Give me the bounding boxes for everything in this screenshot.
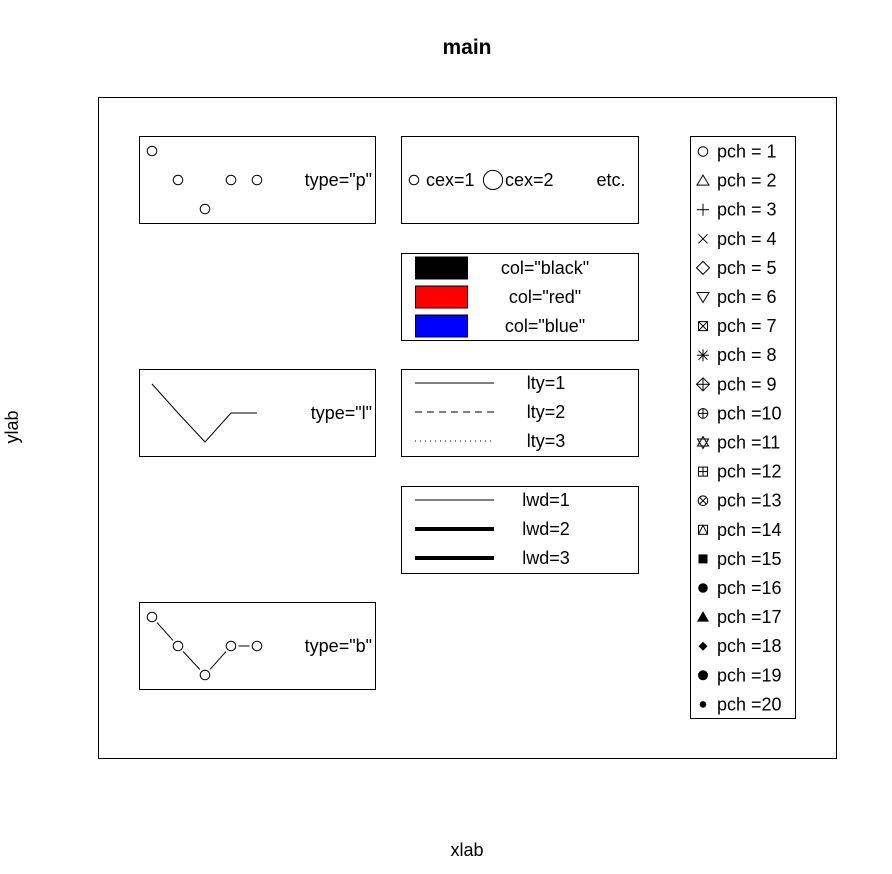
type-panel-box — [139, 369, 376, 457]
type-panel-label: type="l" — [311, 403, 372, 423]
col-swatch-0 — [415, 256, 468, 280]
pch-7-symbol — [698, 321, 708, 332]
type-b-segment — [182, 651, 201, 670]
pch-label: pch = 4 — [717, 229, 777, 249]
pch-4-symbol — [698, 233, 708, 244]
type-panel-label: type="b" — [305, 636, 372, 656]
x-axis-label: xlab — [450, 840, 483, 860]
pch-label: pch = 7 — [717, 316, 777, 336]
pch-label: pch = 2 — [717, 171, 777, 191]
type-b-point — [199, 669, 211, 681]
pch-label: pch =19 — [717, 665, 782, 685]
lwd-label: lwd=2 — [522, 519, 570, 539]
pch-panel-box — [690, 136, 796, 719]
pch-11-symbol — [696, 435, 710, 450]
pch-16-symbol — [698, 583, 708, 593]
pch-3-symbol — [697, 203, 709, 216]
cex-2-symbol — [482, 169, 504, 191]
pch-17-symbol — [697, 611, 709, 622]
pch-label: pch =13 — [717, 491, 782, 511]
lwd-label: lwd=3 — [522, 548, 570, 568]
type-l-series-line — [151, 383, 257, 443]
cex-2-label: cex=2 — [505, 170, 554, 190]
pch-label: pch =17 — [717, 607, 782, 627]
pch-19-symbol — [698, 670, 708, 681]
pch-10-symbol — [697, 408, 709, 419]
pch-label: pch = 5 — [717, 258, 777, 278]
pch-label: pch =12 — [717, 462, 782, 482]
pch-label: pch = 9 — [717, 374, 777, 394]
pch-8-symbol — [697, 349, 709, 362]
pch-label: pch =11 — [717, 433, 780, 453]
chart-title: main — [442, 36, 491, 59]
pch-label: pch =14 — [717, 520, 782, 540]
pch-label: pch = 1 — [717, 142, 777, 162]
pch-20-symbol — [699, 701, 707, 708]
pch-2-symbol — [696, 174, 710, 186]
lty-label: lty=3 — [527, 431, 566, 451]
cex-etc-label: etc. — [596, 170, 625, 190]
type-b-point — [251, 640, 263, 652]
type-p-point — [172, 174, 184, 186]
pch-label: pch =10 — [717, 403, 782, 423]
type-b-segment — [209, 651, 227, 670]
col-panel-box — [401, 253, 639, 341]
type-p-point — [146, 145, 158, 157]
pch-label: pch =16 — [717, 578, 782, 598]
cex-1-label: cex=1 — [426, 170, 475, 190]
type-b-point — [225, 640, 237, 652]
pch-label: pch = 6 — [717, 287, 777, 307]
pch-9-symbol — [695, 377, 711, 392]
pch-label: pch = 3 — [717, 200, 777, 220]
lwd-label: lwd=1 — [522, 490, 570, 510]
pch-5-symbol — [695, 260, 711, 276]
col-swatch-1 — [415, 285, 468, 309]
lty-label: lty=1 — [527, 373, 566, 393]
y-axis-label: ylab — [2, 410, 22, 443]
type-panel-box — [139, 136, 376, 224]
type-b-point — [172, 640, 184, 652]
legend-panels: type="p" type="l" type="b" cex=1 cex=2 etc. co… — [139, 136, 796, 719]
pch-1-symbol — [697, 146, 709, 157]
pch-label: pch = 8 — [717, 345, 777, 365]
pch-13-symbol — [697, 495, 709, 507]
lty-label: lty=2 — [527, 402, 566, 422]
pch-14-symbol — [698, 524, 708, 535]
col-swatch-2 — [415, 314, 468, 338]
pch-label: pch =15 — [717, 549, 782, 569]
lwd-panel-box — [401, 486, 639, 574]
cex-1-symbol — [408, 174, 420, 186]
col-label: col="blue" — [505, 316, 585, 336]
type-b-segment — [156, 622, 174, 641]
plot-frame — [98, 97, 837, 759]
pch-15-symbol — [698, 554, 708, 564]
type-p-point — [225, 174, 237, 186]
type-b-point — [146, 611, 158, 623]
pch-6-symbol — [696, 292, 710, 304]
pch-label: pch =20 — [717, 694, 782, 714]
cex-panel-box — [401, 136, 639, 224]
col-label: col="black" — [501, 258, 589, 278]
type-panel-label: type="p" — [305, 170, 372, 190]
type-p-point — [199, 203, 211, 215]
type-panel-box — [139, 602, 376, 690]
pch-label: pch =18 — [717, 636, 782, 656]
lty-panel-box — [401, 369, 639, 457]
pch-18-symbol — [698, 641, 708, 651]
pch-12-symbol — [698, 466, 708, 477]
col-label: col="red" — [509, 287, 581, 307]
type-p-point — [251, 174, 263, 186]
